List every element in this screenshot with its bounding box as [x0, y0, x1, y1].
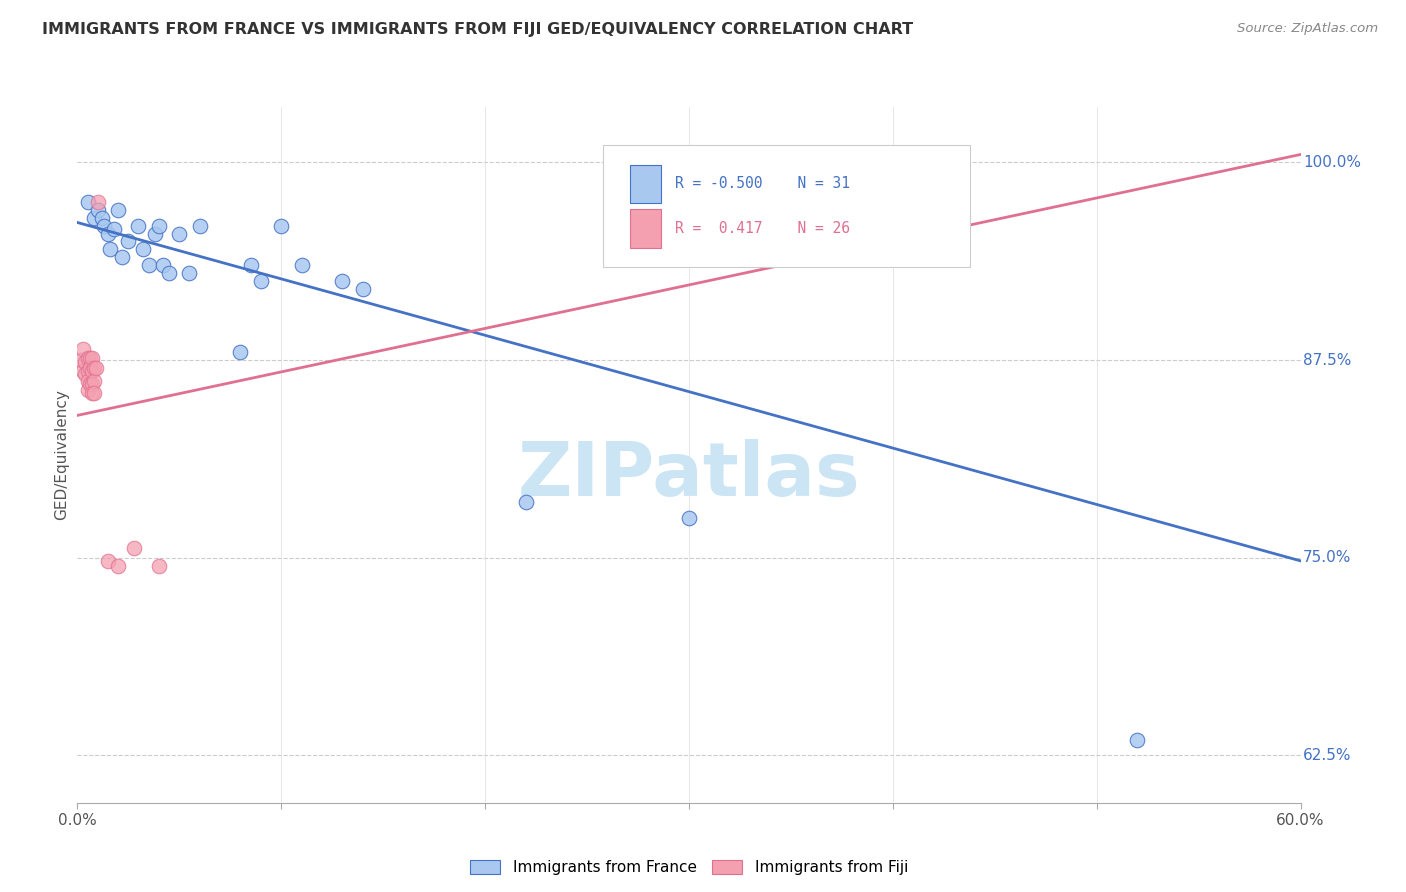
Point [1126, 732, 1149, 747]
Text: R = -0.500    N = 31: R = -0.500 N = 31 [675, 177, 851, 192]
Point [138, 258, 160, 272]
Point [152, 258, 174, 272]
Y-axis label: GED/Equivalency: GED/Equivalency [53, 390, 69, 520]
Point [107, 202, 129, 217]
Point [352, 282, 374, 296]
Text: 75.0%: 75.0% [1303, 550, 1351, 566]
Point [83, 211, 105, 225]
Point [79, 376, 101, 391]
Point [83, 360, 105, 375]
Point [79, 351, 101, 366]
Point [79, 360, 101, 375]
Point [290, 258, 312, 272]
Point [515, 495, 537, 509]
Point [76, 364, 98, 378]
Point [229, 345, 252, 359]
Point [80, 376, 103, 391]
Point [75, 354, 97, 368]
Point [169, 227, 191, 241]
FancyBboxPatch shape [603, 145, 970, 267]
Point [87, 202, 110, 217]
Text: 87.5%: 87.5% [1303, 352, 1351, 368]
Point [97, 227, 120, 241]
Point [76, 383, 98, 397]
Point [148, 558, 170, 573]
Point [83, 386, 105, 401]
Point [80, 386, 103, 401]
Point [148, 219, 170, 233]
Point [72, 342, 94, 356]
Text: 100.0%: 100.0% [1303, 155, 1361, 169]
Point [157, 266, 180, 280]
Point [270, 219, 292, 233]
FancyBboxPatch shape [630, 210, 661, 248]
Text: R =  0.417    N = 26: R = 0.417 N = 26 [675, 221, 851, 236]
Text: 62.5%: 62.5% [1303, 747, 1351, 763]
Point [72, 364, 94, 378]
Text: IMMIGRANTS FROM FRANCE VS IMMIGRANTS FROM FIJI GED/EQUIVALENCY CORRELATION CHART: IMMIGRANTS FROM FRANCE VS IMMIGRANTS FRO… [42, 22, 914, 37]
Point [179, 266, 201, 280]
Point [239, 258, 262, 272]
FancyBboxPatch shape [630, 165, 661, 203]
Legend: Immigrants from France, Immigrants from Fiji: Immigrants from France, Immigrants from … [470, 860, 908, 875]
Point [332, 274, 354, 288]
Point [80, 351, 103, 366]
Point [103, 221, 125, 235]
Point [84, 360, 107, 375]
Point [90, 211, 112, 225]
Point [87, 194, 110, 209]
Point [678, 511, 700, 525]
Point [93, 219, 115, 233]
Point [76, 194, 98, 209]
Point [143, 227, 166, 241]
Point [124, 541, 146, 556]
Text: Source: ZipAtlas.com: Source: ZipAtlas.com [1237, 22, 1378, 36]
Point [127, 219, 149, 233]
Point [841, 194, 863, 209]
Point [97, 554, 120, 568]
Point [111, 250, 134, 264]
Point [117, 235, 139, 249]
Point [76, 374, 98, 388]
Point [83, 374, 105, 388]
Point [70, 353, 93, 368]
Point [80, 364, 103, 378]
Point [76, 351, 98, 366]
Point [131, 243, 153, 257]
Point [98, 243, 121, 257]
Point [75, 368, 97, 382]
Text: ZIPatlas: ZIPatlas [517, 439, 860, 512]
Point [250, 274, 273, 288]
Point [188, 219, 211, 233]
Point [107, 558, 129, 573]
